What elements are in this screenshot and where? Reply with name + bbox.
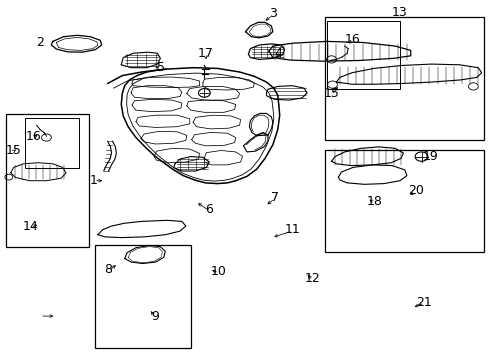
Text: 13: 13	[391, 6, 407, 19]
Text: 16: 16	[25, 130, 41, 143]
Text: 9: 9	[151, 310, 159, 323]
Text: 3: 3	[268, 7, 276, 20]
Text: 8: 8	[104, 263, 112, 276]
Bar	[326, 21, 399, 89]
Text: 15: 15	[323, 87, 339, 100]
Text: 12: 12	[305, 273, 320, 285]
Text: 6: 6	[205, 203, 213, 216]
Text: 2: 2	[36, 36, 44, 49]
Text: 19: 19	[422, 150, 437, 163]
Text: 17: 17	[197, 47, 213, 60]
Text: 16: 16	[344, 33, 359, 46]
Text: 1: 1	[90, 174, 98, 186]
Text: 5: 5	[157, 61, 165, 74]
Bar	[25, 118, 79, 168]
Text: 4: 4	[274, 47, 282, 60]
Text: 21: 21	[416, 296, 431, 309]
Bar	[324, 150, 483, 252]
Text: 15: 15	[6, 144, 21, 157]
Text: 11: 11	[284, 223, 300, 236]
Text: 10: 10	[211, 265, 226, 278]
Bar	[324, 17, 483, 140]
Text: 7: 7	[270, 191, 278, 204]
Text: 18: 18	[366, 195, 382, 208]
Text: 14: 14	[22, 220, 38, 233]
Bar	[6, 114, 89, 247]
Text: 20: 20	[407, 184, 423, 197]
Bar	[95, 245, 190, 348]
